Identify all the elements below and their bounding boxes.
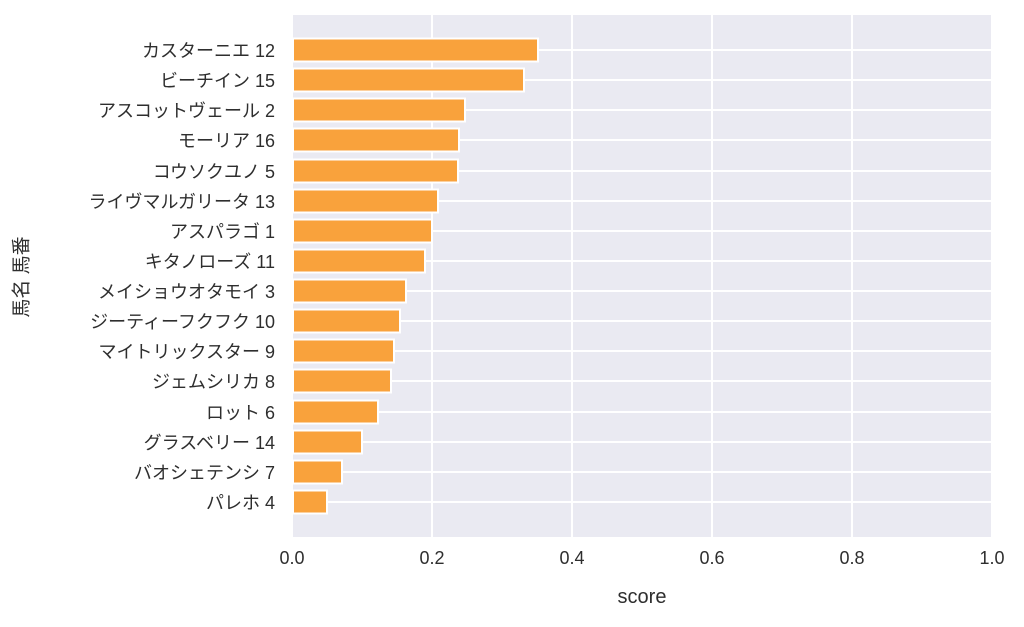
bar-rows [292, 35, 992, 517]
h-gridline [292, 79, 992, 82]
xtick-label: 0.0 [279, 548, 305, 568]
ytick-label: メイショウオタモイ 3 [97, 282, 275, 303]
ytick-label: キタノローズ 11 [144, 251, 275, 272]
h-gridline [292, 49, 992, 52]
ytick-label: パレホ 4 [205, 492, 275, 513]
bar [292, 188, 439, 214]
v-gridline [292, 15, 293, 537]
bar [292, 338, 395, 364]
bar-row [292, 397, 992, 427]
bar [292, 308, 402, 334]
bar-row [292, 427, 992, 457]
ytick-label: ロット 6 [205, 402, 275, 423]
bar-row [292, 216, 992, 246]
h-gridline [292, 259, 992, 262]
bar [292, 158, 459, 184]
ytick-label: バオシェテンシ 7 [133, 462, 275, 483]
bar-row [292, 186, 992, 216]
bar-row [292, 246, 992, 276]
h-gridline [292, 290, 992, 293]
ytick-label: ジェムシリカ 8 [151, 372, 275, 393]
h-gridline [292, 320, 992, 323]
bar-row [292, 457, 992, 487]
ytick-label: コウソクユノ 5 [152, 161, 275, 182]
h-gridline [292, 229, 992, 232]
bar-row [292, 35, 992, 65]
ytick-label: ビーチイン 15 [159, 71, 275, 92]
ytick-label: マイトリックスター 9 [98, 342, 275, 363]
bar-row [292, 276, 992, 306]
v-gridline [991, 15, 992, 537]
x-tick-labels: 0.0 0.2 0.4 0.6 0.8 1.0 [279, 548, 1004, 572]
ytick-label: アスパラゴ 1 [169, 221, 275, 242]
bar-row [292, 487, 992, 517]
bar [292, 368, 393, 394]
xtick-label: 0.4 [559, 548, 585, 568]
h-gridline [292, 350, 992, 353]
ytick-label: アスコットヴェール 2 [97, 101, 275, 122]
ytick-label: ジーティーフクフク 10 [90, 312, 275, 333]
bar [292, 218, 434, 244]
bar [292, 459, 344, 485]
bar [292, 127, 460, 153]
h-gridline [292, 380, 992, 383]
xtick-label: 0.2 [419, 548, 445, 568]
v-gridline [571, 15, 573, 537]
h-gridline [292, 199, 992, 202]
bar-row [292, 336, 992, 366]
y-tick-labels: カスターニエ 12 ビーチイン 15 アスコットヴェール 2 モーリア 16 コ… [0, 35, 284, 517]
h-gridline [292, 440, 992, 443]
v-gridline [711, 15, 713, 537]
ytick-label: ライヴマルガリータ 13 [88, 191, 275, 212]
bar-row [292, 65, 992, 95]
v-gridline [851, 15, 853, 537]
bar-row [292, 95, 992, 125]
h-gridline [292, 109, 992, 112]
h-gridline [292, 169, 992, 172]
bar-row [292, 156, 992, 186]
bar [292, 278, 407, 304]
bar-row [292, 125, 992, 155]
bar [292, 37, 540, 63]
bar [292, 97, 466, 123]
plot-area [292, 15, 992, 537]
h-gridline [292, 139, 992, 142]
ytick-label: グラスベリー 14 [143, 432, 275, 453]
h-gridline [292, 500, 992, 503]
v-gridline [431, 15, 433, 537]
bar [292, 399, 379, 425]
bar [292, 67, 526, 93]
h-gridline [292, 470, 992, 473]
xtick-label: 1.0 [979, 548, 1005, 568]
ytick-label: カスターニエ 12 [141, 41, 275, 62]
bar-row [292, 366, 992, 396]
bar [292, 429, 364, 455]
h-gridline [292, 410, 992, 413]
bar [292, 489, 329, 515]
ytick-label: モーリア 16 [177, 131, 275, 152]
x-axis-label: score [617, 586, 667, 608]
bar [292, 248, 426, 274]
xtick-label: 0.8 [839, 548, 865, 568]
bar-row [292, 306, 992, 336]
xtick-label: 0.6 [699, 548, 725, 568]
